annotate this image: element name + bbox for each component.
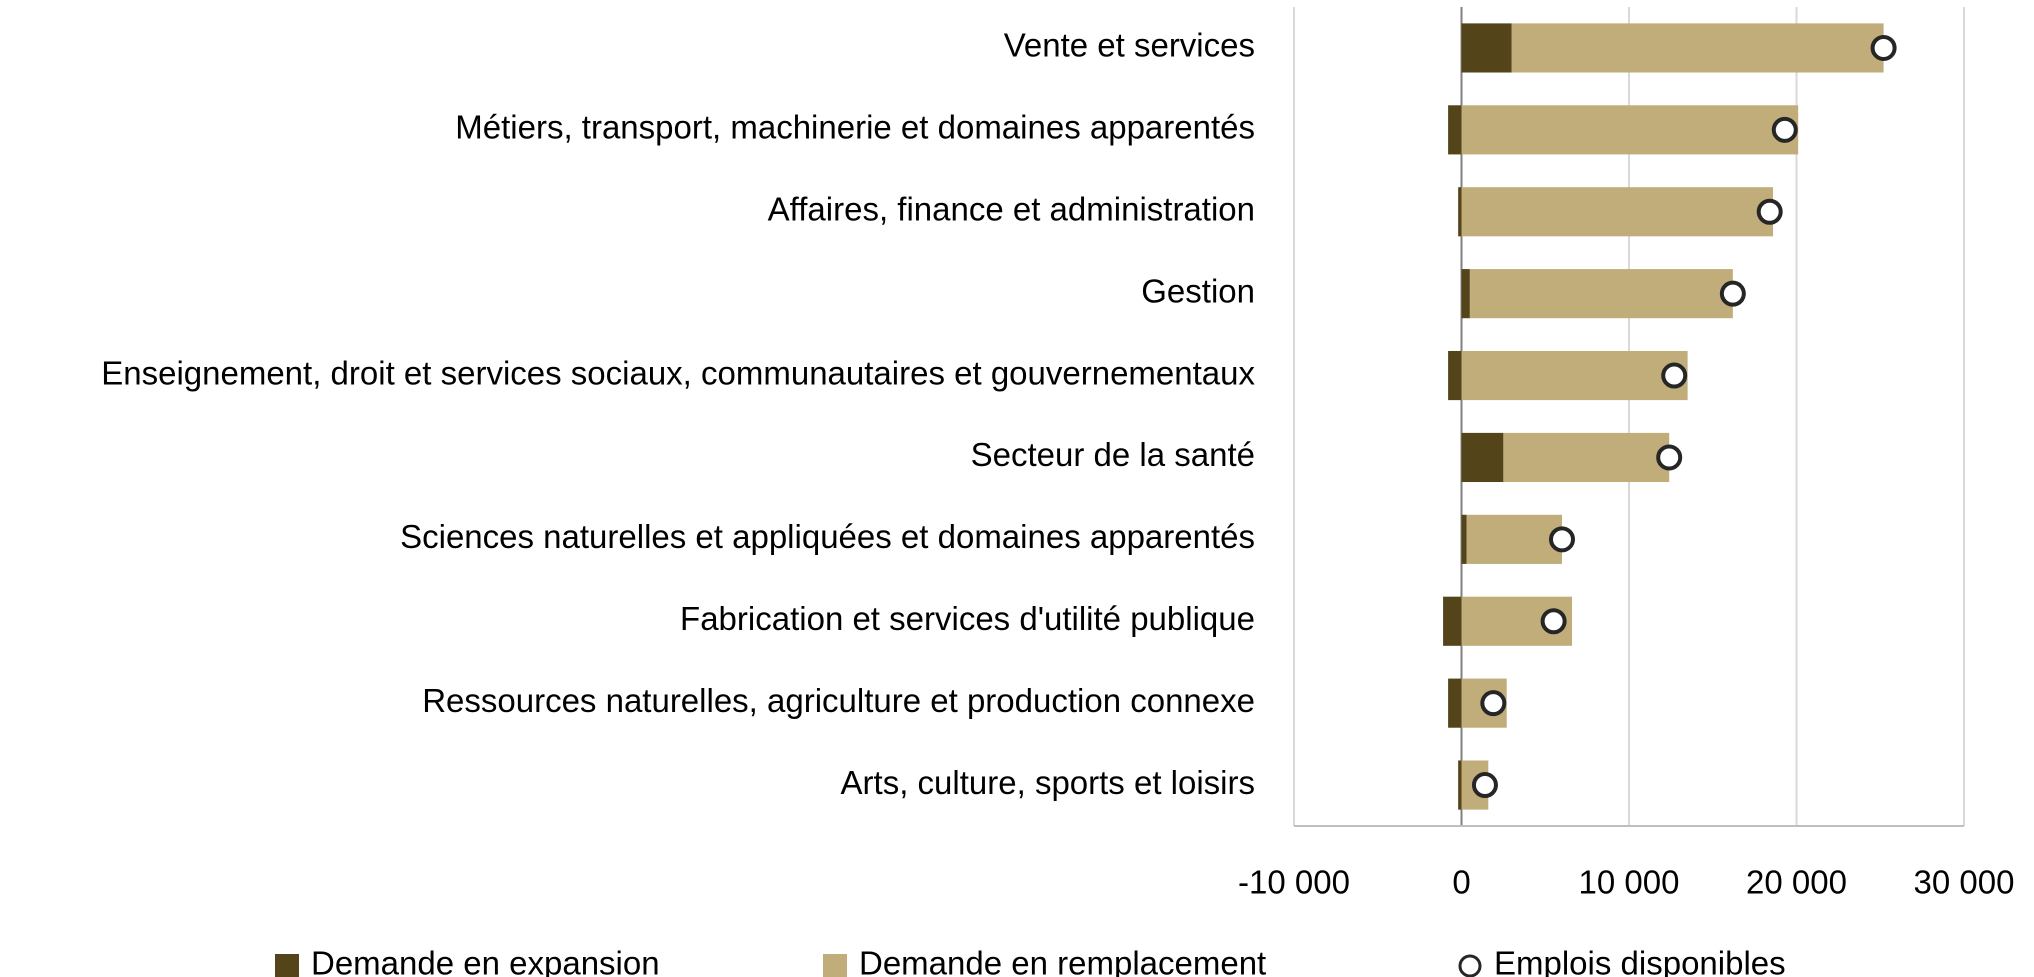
marker: [1656, 444, 1683, 471]
x-tick-label: -10 000: [1238, 864, 1350, 901]
bar: [1448, 350, 1462, 401]
category-label: Gestion: [1141, 272, 1255, 309]
category-label: Vente et services: [1004, 27, 1255, 64]
bar: [1458, 187, 1462, 237]
category-label: Sciences naturelles et appliquées et dom…: [400, 518, 1255, 555]
legend-swatch: [275, 954, 299, 977]
legend-label: Demande en remplacement: [859, 945, 1266, 977]
bar: [1511, 23, 1884, 73]
marker: [1471, 772, 1498, 799]
bar: [1461, 269, 1470, 319]
marker: [1756, 198, 1783, 225]
marker: [1480, 690, 1507, 717]
category-label: Secteur de la santé: [971, 436, 1255, 473]
bar: [1461, 432, 1504, 483]
marker: [1719, 280, 1746, 307]
marker: [1771, 116, 1798, 143]
bar: [1461, 350, 1688, 401]
legend-swatch: [823, 954, 847, 977]
bar: [1503, 432, 1670, 483]
x-tick-label: 0: [1452, 864, 1470, 901]
marker: [1661, 362, 1688, 389]
bar: [1461, 187, 1774, 237]
bar: [1466, 514, 1562, 564]
bar: [1448, 105, 1462, 155]
marker: [1549, 526, 1575, 553]
bar: [1448, 678, 1462, 728]
category-label: Ressources naturelles, agriculture et pr…: [422, 682, 1255, 719]
category-label: Fabrication et services d'utilité publiq…: [680, 600, 1255, 637]
marker: [1540, 608, 1567, 635]
legend-label: Demande en expansion: [311, 945, 660, 977]
bar: [1443, 596, 1462, 646]
bar: [1469, 269, 1733, 319]
bar: [1458, 760, 1462, 810]
bar: [1461, 23, 1512, 73]
legend-marker: [1458, 954, 1482, 977]
marker: [1870, 34, 1897, 61]
category-label: Métiers, transport, machinerie et domain…: [455, 109, 1255, 146]
x-tick-label: 30 000: [1914, 864, 2015, 901]
category-label: Arts, culture, sports et loisirs: [841, 764, 1255, 801]
legend-label: Emplois disponibles: [1494, 945, 1786, 977]
x-tick-label: 20 000: [1746, 864, 1847, 901]
bar: [1461, 514, 1467, 564]
category-label: Affaires, finance et administration: [768, 190, 1255, 227]
category-label: Enseignement, droit et services sociaux,…: [101, 354, 1255, 391]
x-tick-label: 10 000: [1579, 864, 1680, 901]
bar: [1461, 105, 1799, 155]
